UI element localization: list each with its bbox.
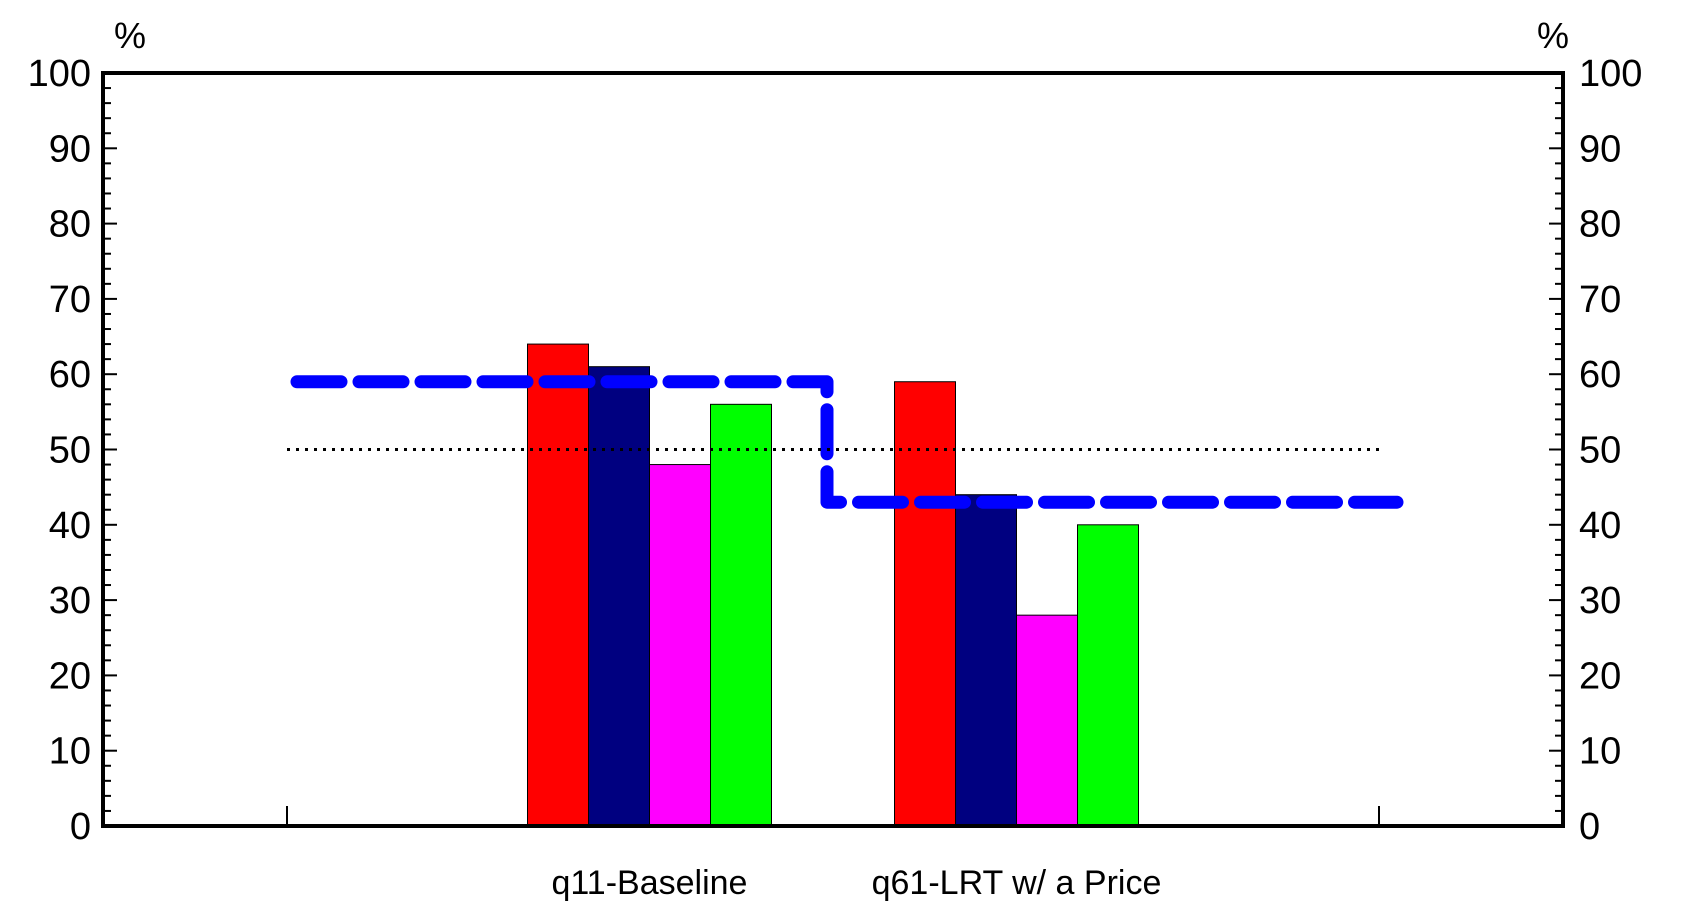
- y-tick-label-right: 60: [1579, 354, 1621, 396]
- y-tick-label-left: 30: [49, 580, 91, 622]
- y-tick-label-right: 20: [1579, 655, 1621, 697]
- y-tick-label-right: 90: [1579, 128, 1621, 170]
- y-axis-unit-right: %: [1537, 15, 1569, 56]
- y-tick-label-left: 50: [49, 430, 91, 472]
- bar-1-series-3: [649, 464, 711, 827]
- y-axis-unit-left: %: [114, 15, 146, 56]
- bar-1-series-1: [527, 343, 589, 827]
- y-tick-label-left: 90: [49, 128, 91, 170]
- axes-layer: [101, 71, 1565, 828]
- reference-line-dashed: [290, 375, 1404, 509]
- y-tick-label-left: 10: [49, 731, 91, 773]
- category-label-2: q61-LRT w/ a Price: [872, 864, 1162, 902]
- y-tick-label-right: 100: [1579, 53, 1642, 95]
- y-tick-label-left: 70: [49, 279, 91, 321]
- y-tick-label-left: 40: [49, 505, 91, 547]
- y-tick-label-right: 10: [1579, 731, 1621, 773]
- bar-1-series-2: [588, 366, 650, 827]
- bar-2-series-2: [955, 494, 1017, 827]
- y-tick-label-left: 100: [28, 53, 91, 95]
- y-tick-label-left: 60: [49, 354, 91, 396]
- y-tick-label-right: 30: [1579, 580, 1621, 622]
- y-tick-label-left: 80: [49, 204, 91, 246]
- y-tick-label-right: 80: [1579, 204, 1621, 246]
- reference-lines-layer: [287, 375, 1404, 509]
- bar-2-series-1: [894, 381, 956, 827]
- bar-2-series-4: [1077, 524, 1139, 827]
- bars-layer: [527, 343, 1139, 827]
- y-tick-label-left: 20: [49, 655, 91, 697]
- labels-layer: 0 0 10 10 20 20 30 30 40 40 50 50 60 60 70 70 80 80 90 90 10…: [28, 15, 1643, 902]
- y-tick-label-right: 50: [1579, 430, 1621, 472]
- y-tick-label-right: 0: [1579, 806, 1600, 848]
- y-tick-label-right: 70: [1579, 279, 1621, 321]
- y-tick-label-left: 0: [70, 806, 91, 848]
- y-tick-label-right: 40: [1579, 505, 1621, 547]
- category-label-1: q11-Baseline: [552, 864, 748, 902]
- bar-1-series-4: [710, 403, 772, 827]
- bar-2-series-3: [1016, 614, 1078, 827]
